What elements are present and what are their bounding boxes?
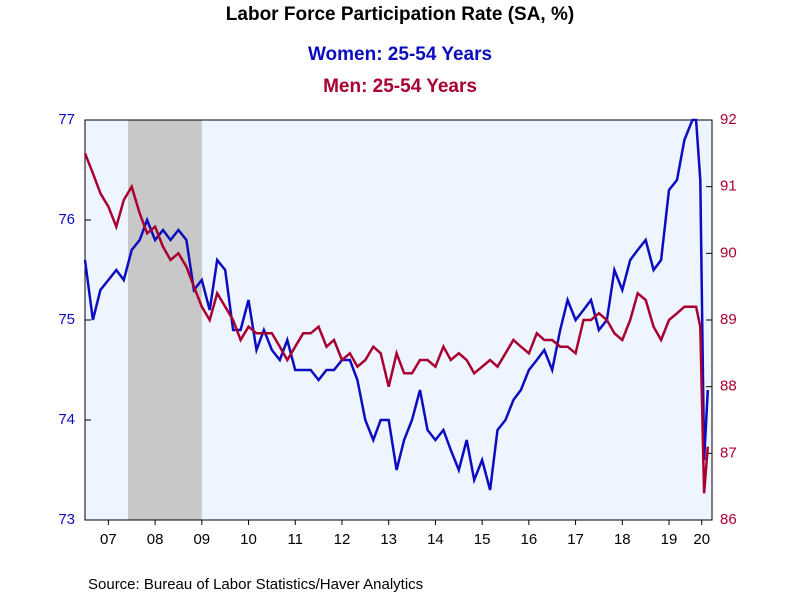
y-tick-label: 75 <box>58 311 75 328</box>
x-tick-label: 15 <box>474 531 491 548</box>
x-tick-label: 10 <box>240 531 257 548</box>
x-tick-label: 18 <box>614 531 631 548</box>
recession-band <box>127 120 202 520</box>
y2-tick-label: 90 <box>720 244 737 261</box>
x-tick-label: 11 <box>287 531 303 548</box>
x-tick-label: 16 <box>521 531 538 548</box>
y2-tick-label: 86 <box>720 511 737 528</box>
source-note: Source: Bureau of Labor Statistics/Haver… <box>88 576 423 593</box>
x-tick-label: 13 <box>380 531 397 548</box>
legend-entry: Men: 25-54 Years <box>323 76 477 97</box>
y2-tick-label: 87 <box>720 444 737 461</box>
x-tick-label: 17 <box>567 531 584 548</box>
x-tick-label: 19 <box>661 531 678 548</box>
y2-tick-label: 91 <box>720 178 737 195</box>
y-tick-label: 73 <box>58 511 75 528</box>
series-line <box>83 152 710 494</box>
x-tick-label: 14 <box>427 531 444 548</box>
y-tick-label: 76 <box>58 211 75 228</box>
series-line <box>83 118 710 491</box>
y-tick-label: 74 <box>58 411 75 428</box>
y2-tick-label: 89 <box>720 311 737 328</box>
y2-tick-label: 88 <box>720 378 737 395</box>
x-tick-label: 12 <box>334 531 351 548</box>
legend-entry: Women: 25-54 Years <box>308 44 492 65</box>
x-tick-label: 07 <box>100 531 117 548</box>
x-tick-label: 20 <box>693 531 710 548</box>
y2-tick-label: 92 <box>720 111 737 128</box>
chart-title: Labor Force Participation Rate (SA, %) <box>226 4 574 25</box>
y-tick-label: 77 <box>58 111 75 128</box>
x-tick-label: 08 <box>147 531 164 548</box>
x-tick-label: 09 <box>193 531 210 548</box>
